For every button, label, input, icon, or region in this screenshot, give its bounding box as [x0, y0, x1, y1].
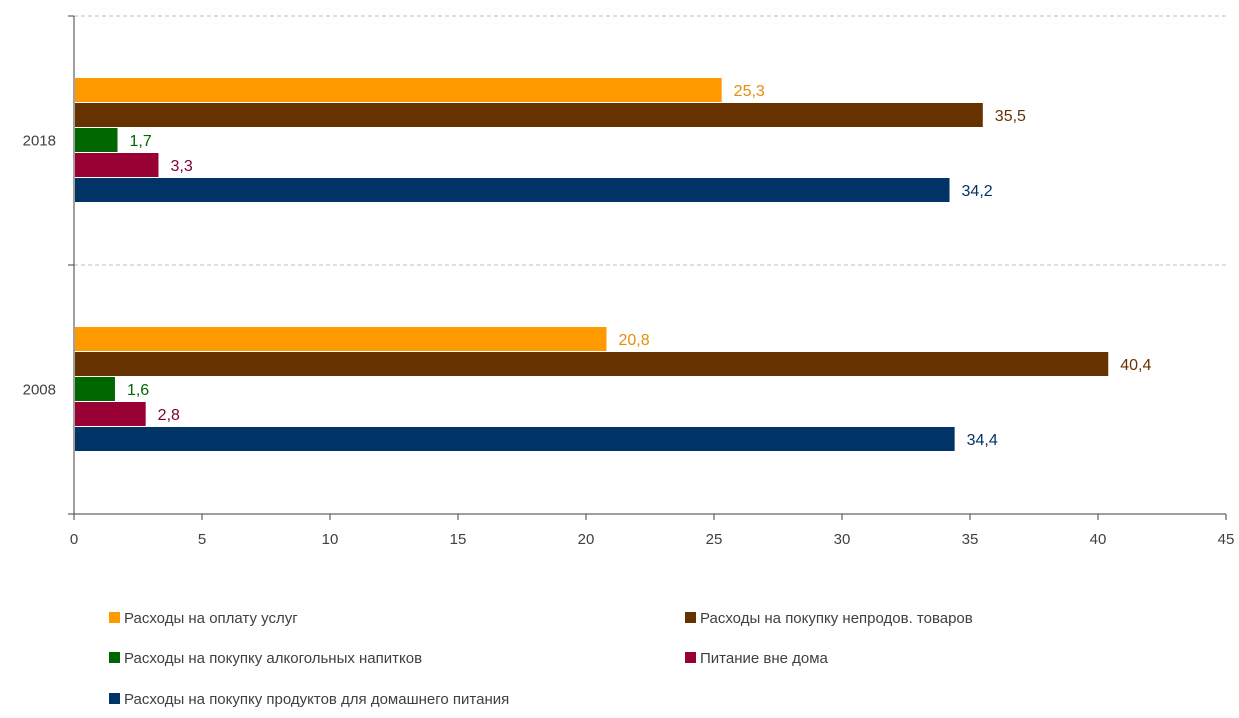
data-label: 3,3: [170, 158, 192, 175]
bar: [75, 402, 146, 426]
legend-swatch: [109, 652, 120, 663]
x-tick-label: 10: [322, 531, 339, 548]
bar: [75, 352, 1109, 376]
legend-label: Расходы на оплату услуг: [124, 610, 298, 627]
bar: [75, 327, 607, 351]
legend-swatch: [109, 693, 120, 704]
data-label: 20,8: [618, 332, 649, 349]
data-label: 34,2: [962, 183, 993, 200]
bar: [75, 178, 950, 202]
data-label: 25,3: [734, 83, 765, 100]
legend-label: Расходы на покупку непродов. товаров: [700, 610, 973, 627]
x-tick-label: 35: [962, 531, 979, 548]
bar: [75, 427, 955, 451]
legend-swatch: [109, 612, 120, 623]
legend-label: Расходы на покупку продуктов для домашне…: [124, 691, 509, 708]
x-tick-label: 5: [198, 531, 206, 548]
x-tick-label: 30: [834, 531, 851, 548]
data-label: 34,4: [967, 432, 998, 449]
bar: [75, 377, 115, 401]
bar: [75, 153, 159, 177]
data-label: 35,5: [995, 108, 1026, 125]
legend-swatch: [685, 612, 696, 623]
data-label: 1,6: [127, 382, 149, 399]
x-tick-label: 0: [70, 531, 78, 548]
bar: [75, 128, 118, 152]
x-tick-label: 25: [706, 531, 723, 548]
data-label: 1,7: [130, 133, 152, 150]
legend-label: Расходы на покупку алкогольных напитков: [124, 650, 422, 667]
x-tick-label: 15: [450, 531, 467, 548]
data-label: 40,4: [1120, 357, 1151, 374]
legend-label: Питание вне дома: [700, 650, 829, 667]
x-tick-label: 20: [578, 531, 595, 548]
bar: [75, 103, 983, 127]
x-tick-label: 40: [1090, 531, 1107, 548]
bar: [75, 78, 722, 102]
data-label: 2,8: [158, 407, 180, 424]
category-label: 2018: [23, 133, 56, 150]
x-tick-label: 45: [1218, 531, 1235, 548]
category-label: 2008: [23, 382, 56, 399]
legend-swatch: [685, 652, 696, 663]
